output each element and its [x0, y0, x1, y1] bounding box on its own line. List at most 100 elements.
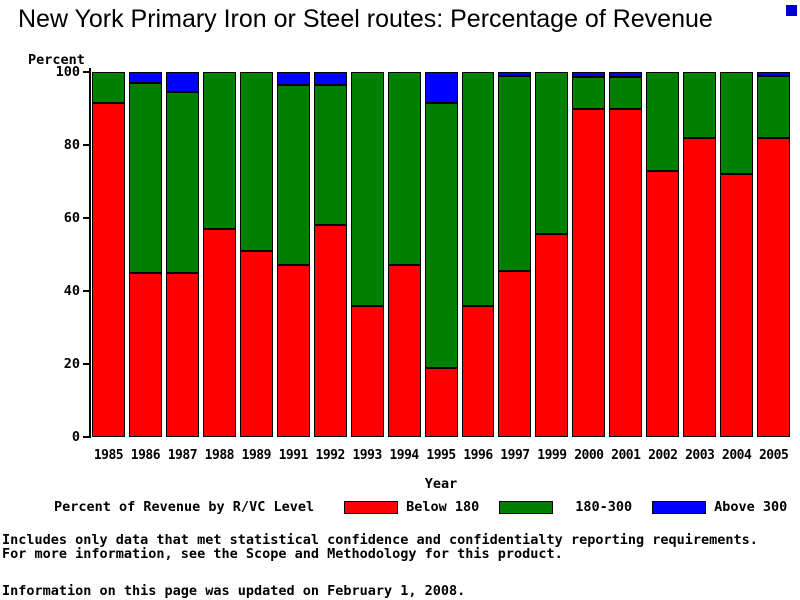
- segment-below-180-1999: [535, 234, 569, 437]
- bar-1985: [92, 72, 125, 437]
- segment-above-300-2001: [609, 72, 643, 78]
- bar-1986: [128, 72, 162, 437]
- segment-180-300-2001: [609, 77, 643, 109]
- x-axis-labels: 1985 1986 1987 1988 1989 1991 1992 1993 1994 1995…: [92, 448, 790, 463]
- bar-2003: [683, 72, 717, 437]
- x-tick-label-1992: 1992: [315, 448, 346, 463]
- segment-below-180-1994: [387, 265, 421, 437]
- bar-1993: [350, 72, 384, 437]
- bar-1995: [424, 72, 458, 437]
- x-axis-title: Year: [424, 476, 458, 492]
- bar-1989: [239, 72, 273, 437]
- segment-above-300-2000: [572, 72, 606, 78]
- legend-label-180-300: 180-300: [575, 499, 633, 515]
- segment-180-300-2003: [683, 72, 717, 138]
- footnote-line-2: For more information, see the Scope and …: [2, 546, 563, 562]
- segment-180-300-1995: [424, 103, 458, 368]
- x-tick-label-2001: 2001: [611, 448, 641, 463]
- x-tick-label-1986: 1986: [130, 448, 161, 463]
- segment-above-300-1987: [165, 72, 199, 93]
- segment-below-180-2001: [609, 108, 643, 437]
- legend-swatch-below-180: [344, 500, 399, 514]
- x-tick-label-1985: 1985: [93, 448, 124, 463]
- bar-1994: [387, 72, 421, 437]
- segment-180-300-1991: [276, 84, 310, 266]
- y-tick-mark-60: [83, 217, 90, 219]
- y-tick-label-60: 60: [63, 210, 80, 226]
- x-tick-label-1989: 1989: [241, 448, 272, 463]
- segment-180-300-1985: [92, 72, 125, 104]
- y-tick-label-100: 100: [55, 64, 80, 80]
- x-tick-label-1993: 1993: [352, 448, 382, 463]
- y-axis-line: [89, 68, 91, 438]
- segment-below-180-1987: [165, 272, 199, 437]
- x-tick-label-2005: 2005: [758, 448, 789, 463]
- page-title: New York Primary Iron or Steel routes: P…: [18, 5, 713, 33]
- segment-below-180-1997: [498, 270, 532, 437]
- legend-label-below-180: Below 180: [406, 499, 480, 515]
- bar-2005: [757, 72, 791, 437]
- legend-item-180-300: 180-300: [499, 499, 632, 515]
- segment-180-300-1992: [313, 84, 347, 226]
- legend-item-below-180: Below 180: [344, 499, 479, 515]
- segment-above-300-1995: [424, 72, 458, 104]
- x-tick-label-1996: 1996: [463, 448, 493, 463]
- bar-2002: [646, 72, 680, 437]
- y-tick-mark-20: [83, 363, 90, 365]
- bar-2004: [720, 72, 754, 437]
- segment-180-300-1997: [498, 75, 532, 271]
- bar-2000: [572, 72, 606, 437]
- segment-below-180-1996: [461, 305, 495, 437]
- segment-below-180-1993: [350, 305, 384, 437]
- legend-item-above-300: Above 300: [652, 499, 787, 515]
- bar-1987: [165, 72, 199, 437]
- y-tick-mark-100: [83, 71, 90, 73]
- x-tick-label-1987: 1987: [167, 448, 198, 463]
- segment-below-180-2000: [572, 108, 606, 437]
- plot-area: [92, 72, 791, 437]
- segment-180-300-1986: [128, 82, 162, 273]
- bar-1991: [276, 72, 310, 437]
- bar-1988: [202, 72, 236, 437]
- x-tick-label-1994: 1994: [389, 448, 419, 463]
- segment-below-180-1985: [92, 103, 125, 437]
- segment-below-180-1992: [313, 225, 347, 437]
- legend-title: Percent of Revenue by R/VC Level: [54, 499, 315, 515]
- x-tick-label-2004: 2004: [722, 448, 752, 463]
- segment-below-180-2005: [757, 137, 791, 437]
- segment-above-300-1986: [128, 72, 162, 83]
- legend-swatch-above-300: [652, 500, 707, 514]
- segment-above-300-1991: [276, 72, 310, 85]
- x-tick-label-2003: 2003: [685, 448, 715, 463]
- y-axis-title: Percent: [28, 52, 85, 68]
- segment-180-300-1988: [202, 72, 236, 229]
- bar-1997: [498, 72, 532, 437]
- y-tick-label-80: 80: [63, 137, 80, 153]
- updated-note: Information on this page was updated on …: [2, 583, 466, 599]
- segment-below-180-2003: [683, 137, 717, 437]
- segment-180-300-1999: [535, 72, 569, 235]
- segment-180-300-1993: [350, 72, 384, 306]
- segment-below-180-1988: [202, 228, 236, 437]
- x-tick-label-1999: 1999: [537, 448, 567, 463]
- segment-180-300-2000: [572, 77, 606, 109]
- segment-below-180-2002: [646, 170, 680, 437]
- segment-180-300-1989: [239, 72, 273, 251]
- bar-1999: [535, 72, 569, 437]
- footnote-line-1: Includes only data that met statistical …: [2, 532, 758, 548]
- segment-below-180-1995: [424, 367, 458, 437]
- y-tick-mark-40: [83, 290, 90, 292]
- x-tick-label-1997: 1997: [500, 448, 530, 463]
- legend-label-above-300: Above 300: [714, 499, 788, 515]
- segment-180-300-2004: [720, 72, 754, 175]
- bar-1992: [313, 72, 347, 437]
- legend-items: Below 180 180-300 Above 300: [344, 499, 787, 515]
- segment-180-300-2002: [646, 72, 680, 171]
- x-tick-label-1991: 1991: [278, 448, 309, 463]
- legend: Percent of Revenue by R/VC Level Below 1…: [54, 499, 787, 515]
- segment-below-180-1991: [276, 265, 310, 437]
- legend-swatch-180-300: [499, 500, 554, 514]
- y-tick-mark-0: [83, 436, 90, 438]
